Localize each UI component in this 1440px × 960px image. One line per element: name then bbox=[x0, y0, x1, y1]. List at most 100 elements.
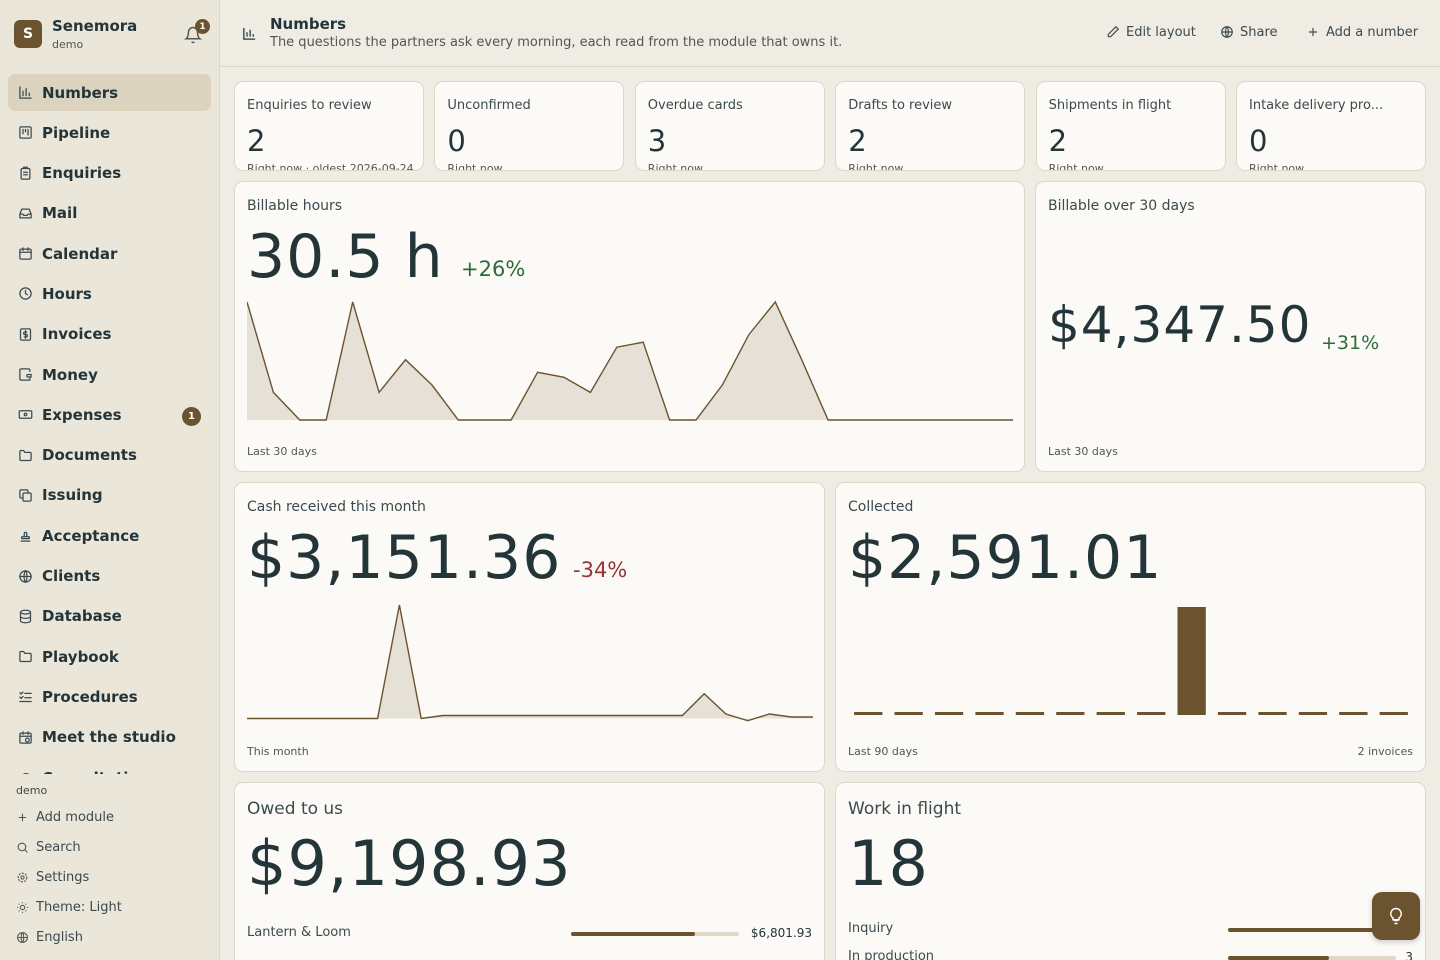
sidebar-item-acceptance[interactable]: Acceptance bbox=[8, 517, 211, 554]
share-label: Share bbox=[1240, 24, 1278, 40]
edit-layout-button[interactable]: Edit layout bbox=[1106, 22, 1196, 42]
stat-card[interactable]: Enquiries to review 2 Right now · oldest 2… bbox=[234, 81, 424, 171]
language-button[interactable]: English bbox=[16, 927, 83, 947]
stat-card[interactable]: Shipments in flight 2 Right now bbox=[1035, 81, 1226, 171]
sidebar-item-meet-the-studio[interactable]: Meet the studio bbox=[8, 719, 211, 756]
collected-bar[interactable] bbox=[1137, 712, 1166, 715]
sidebar-item-invoices[interactable]: Invoices bbox=[8, 316, 211, 353]
settings-button[interactable]: Settings bbox=[16, 867, 89, 887]
sidebar-item-label: Playbook bbox=[42, 647, 119, 666]
sidebar-item-label: Procedures bbox=[42, 687, 138, 706]
add-number-button[interactable]: Add a number bbox=[1306, 22, 1418, 42]
clock-icon bbox=[19, 287, 32, 301]
collected-bar[interactable] bbox=[1298, 712, 1328, 715]
sidebar-item-expenses[interactable]: Expenses 1 bbox=[8, 396, 211, 433]
card-value: $9,198.93 bbox=[247, 827, 572, 900]
sidebar-item-database[interactable]: Database bbox=[8, 598, 211, 635]
card-title: Billable hours bbox=[247, 198, 343, 214]
bell-icon[interactable] bbox=[184, 26, 202, 44]
card-value: 30.5 h bbox=[247, 222, 444, 292]
sidebar-item-label: Invoices bbox=[42, 325, 112, 344]
sidebar-item-enquiries[interactable]: Enquiries bbox=[8, 155, 211, 192]
settings-label: Settings bbox=[36, 869, 90, 885]
add-module-button[interactable]: Add module bbox=[16, 807, 114, 827]
sidebar-item-money[interactable]: Money bbox=[8, 356, 211, 393]
stat-footnote: Right now bbox=[447, 162, 503, 171]
collected-bar[interactable] bbox=[894, 712, 923, 715]
sidebar-item-calendar[interactable]: Calendar bbox=[8, 235, 211, 272]
tips-button[interactable] bbox=[1372, 892, 1420, 940]
kanban-icon bbox=[19, 126, 32, 140]
sidebar-item-hours[interactable]: Hours bbox=[8, 275, 211, 312]
share-button[interactable]: Share bbox=[1220, 22, 1278, 42]
billable-hours-card[interactable]: Billable hours 30.5 h +26% Last 30 days bbox=[234, 181, 1025, 472]
stat-card[interactable]: Drafts to review 2 Right now bbox=[835, 81, 1026, 171]
sidebar-item-pipeline[interactable]: Pipeline bbox=[8, 114, 211, 151]
sidebar-item-mail[interactable]: Mail bbox=[8, 195, 211, 232]
sun-icon bbox=[17, 901, 28, 913]
sidebar-item-label: Enquiries bbox=[42, 164, 122, 183]
collected-bar[interactable] bbox=[1015, 712, 1045, 715]
cash-received-card[interactable]: Cash received this month $3,151.36 -34% … bbox=[234, 482, 825, 772]
breakdown-row[interactable]: In production 3 bbox=[848, 949, 1413, 960]
collected-bar[interactable] bbox=[854, 712, 883, 715]
collected-bar[interactable] bbox=[1056, 712, 1085, 715]
stat-card[interactable]: Overdue cards 3 Right now bbox=[634, 81, 825, 171]
row-label: Inquiry bbox=[848, 921, 894, 936]
collected-bar[interactable] bbox=[1339, 712, 1368, 715]
card-footnote: Last 90 days bbox=[848, 745, 918, 758]
stat-value: 0 bbox=[1249, 124, 1268, 158]
stat-title: Drafts to review bbox=[848, 98, 953, 113]
brand[interactable]: S Senemora demo 1 bbox=[14, 16, 214, 56]
theme-toggle[interactable]: Theme: Light bbox=[16, 897, 122, 917]
owed-to-us-card[interactable]: Owed to us $9,198.93 Lantern & Loom $6,80… bbox=[234, 782, 825, 960]
collected-bar[interactable] bbox=[1177, 607, 1206, 715]
sidebar-item-playbook[interactable]: Playbook bbox=[8, 638, 211, 675]
card-title: Work in flight bbox=[848, 799, 962, 819]
collected-bar[interactable] bbox=[1217, 712, 1247, 715]
sidebar-item-numbers[interactable]: Numbers bbox=[8, 74, 211, 111]
stat-card[interactable]: Unconfirmed 0 Right now bbox=[434, 81, 625, 171]
card-value: 18 bbox=[848, 827, 929, 900]
collected-bar[interactable] bbox=[934, 712, 964, 715]
collected-bar[interactable] bbox=[1379, 712, 1408, 715]
stat-card[interactable]: Intake delivery pro... 0 Right now bbox=[1236, 81, 1426, 171]
card-title: Cash received this month bbox=[247, 499, 426, 515]
sidebar-item-label: Hours bbox=[42, 284, 92, 303]
theme-label: Theme: Light bbox=[36, 899, 122, 915]
work-in-flight-card[interactable]: Work in flight 18 Inquiry In production 3 bbox=[835, 782, 1426, 960]
sidebar-item-issuing[interactable]: Issuing bbox=[8, 477, 211, 514]
sidebar-item-procedures[interactable]: Procedures bbox=[8, 678, 211, 715]
sidebar-item-clients[interactable]: Clients bbox=[8, 558, 211, 595]
stat-value: 2 bbox=[848, 124, 867, 158]
collected-bar[interactable] bbox=[975, 712, 1004, 715]
sidebar-item-label: Clients bbox=[42, 567, 101, 586]
breakdown-row[interactable]: Lantern & Loom $6,801.93 bbox=[247, 925, 812, 945]
stat-footnote: Right now bbox=[647, 162, 703, 171]
clipboard-icon bbox=[20, 166, 31, 180]
collected-card[interactable]: Collected $2,591.01 Last 90 days 2 invoi… bbox=[835, 482, 1426, 772]
sidebar-item-label: Pipeline bbox=[42, 123, 111, 142]
row-value: 3 bbox=[1405, 950, 1413, 960]
collected-bar[interactable] bbox=[1258, 712, 1287, 715]
stat-title: Shipments in flight bbox=[1048, 98, 1172, 113]
sidebar-item-label: Consultations bbox=[42, 769, 158, 774]
globe-icon bbox=[1221, 26, 1233, 38]
stat-title: Unconfirmed bbox=[447, 98, 531, 113]
sidebar-item-label: Mail bbox=[42, 204, 78, 223]
bar-chart-icon bbox=[243, 27, 256, 40]
row-bar-track bbox=[571, 932, 739, 936]
search-button[interactable]: Search bbox=[16, 837, 81, 857]
row-value: $6,801.93 bbox=[750, 926, 812, 940]
pencil-icon bbox=[1107, 25, 1120, 38]
banknote-icon bbox=[18, 410, 33, 420]
sidebar-item-consultations[interactable]: Consultations bbox=[8, 759, 211, 774]
sidebar-item-documents[interactable]: Documents bbox=[8, 437, 211, 474]
breakdown-row[interactable]: Inquiry bbox=[848, 921, 1413, 941]
sidebar-item-label: Money bbox=[42, 365, 98, 384]
language-label: English bbox=[36, 929, 83, 945]
billable-30-days-card[interactable]: Billable over 30 days $4,347.50 +31% Las… bbox=[1035, 181, 1426, 472]
inbox-icon bbox=[19, 208, 32, 219]
bar-chart-icon bbox=[19, 86, 32, 99]
collected-bar[interactable] bbox=[1096, 712, 1125, 715]
